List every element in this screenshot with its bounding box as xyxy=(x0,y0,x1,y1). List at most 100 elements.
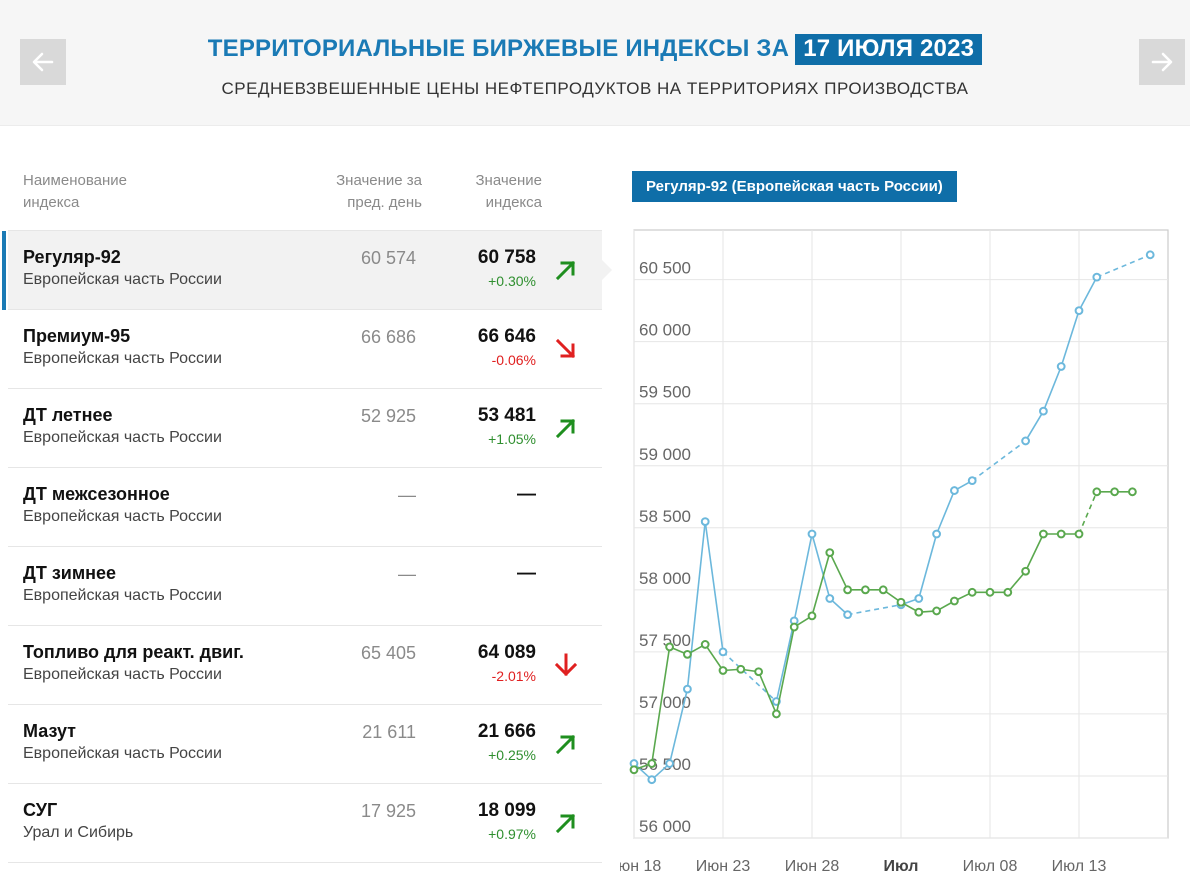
index-table: Наименование индекса Значение за пред. д… xyxy=(2,152,612,863)
series-0-segment xyxy=(668,688,689,764)
index-prev-value: 21 611 xyxy=(362,722,416,742)
x-tick-label: Июн 28 xyxy=(785,858,840,875)
page-title-text: ТЕРРИТОРИАЛЬНЫЕ БИРЖЕВЫЕ ИНДЕКСЫ ЗА xyxy=(207,35,790,62)
table-row[interactable]: Регуляр-92 Европейская часть России 60 574… xyxy=(2,231,612,310)
y-tick-label: 57 000 xyxy=(639,693,691,712)
series-1-segment xyxy=(811,552,831,617)
index-name: Регуляр-92 xyxy=(23,247,121,267)
y-tick-label: 59 000 xyxy=(639,445,691,464)
trend-down-slight-icon xyxy=(555,338,576,359)
series-0-point xyxy=(1145,250,1155,260)
series-1-point xyxy=(718,666,728,675)
series-1-point xyxy=(1056,529,1066,539)
table-row[interactable]: СУГ Урал и Сибирь 17 925 18 099 +0.97% xyxy=(8,784,602,863)
index-region: Урал и Сибирь xyxy=(23,824,134,841)
y-tick-label: 58 500 xyxy=(639,507,691,526)
series-1-point xyxy=(789,622,799,632)
index-change: +0.25% xyxy=(488,747,536,763)
series-0-segment xyxy=(918,533,938,599)
index-prev-value: 17 925 xyxy=(360,801,416,821)
series-1-point xyxy=(1021,566,1031,576)
trend-up-icon xyxy=(555,734,576,755)
series-0-segment xyxy=(1096,254,1151,278)
table-row[interactable]: Топливо для реакт. двиг. Европейская част… xyxy=(8,626,602,705)
series-1-segment xyxy=(651,646,671,764)
table-row[interactable]: ДТ летнее Европейская часть России 52 925 5… xyxy=(8,389,602,468)
column-header-current: Значение индекса xyxy=(475,172,542,211)
chart-title: Регуляр-92 (Европейская часть России) xyxy=(632,171,957,202)
table-body: Регуляр-92 Европейская часть России 60 574… xyxy=(2,231,612,863)
series-0-segment xyxy=(722,651,777,703)
y-tick-label: 57 500 xyxy=(639,631,691,650)
table-header: Наименование индекса Значение за пред. д… xyxy=(8,152,602,231)
trend-up-icon xyxy=(555,813,576,834)
page-subtitle: СРЕДНЕВЗВЕШЕННЫЕ ЦЕНЫ НЕФТЕПРОДУКТОВ НА … xyxy=(221,79,969,98)
table-row[interactable]: Премиум-95 Европейская часть России 66 686… xyxy=(8,310,602,389)
table-row[interactable]: ДТ зимнее Европейская часть России — — xyxy=(8,547,602,626)
series-1-point xyxy=(647,759,657,768)
series-0-point xyxy=(807,529,817,539)
series-0-point xyxy=(914,594,924,603)
series-1-segment xyxy=(775,626,795,715)
table-row[interactable]: Мазут Европейская часть России 21 611 21 66… xyxy=(8,705,602,784)
index-name: Премиум-95 xyxy=(23,326,131,346)
series-0-point xyxy=(665,759,674,768)
y-tick-label: 56 000 xyxy=(639,817,691,836)
series-0-segment xyxy=(811,533,831,599)
index-region: Европейская часть России xyxy=(23,666,222,683)
index-prev-value: 65 405 xyxy=(360,643,416,663)
series-1-segment xyxy=(704,643,724,671)
page-title: ТЕРРИТОРИАЛЬНЫЕ БИРЖЕВЫЕ ИНДЕКСЫ ЗА 17 ИЮ… xyxy=(0,34,1190,65)
x-tick-label: Июн 18 xyxy=(620,858,661,875)
index-region: Европейская часть России xyxy=(23,587,222,604)
index-current-value: 21 666 xyxy=(477,721,536,742)
series-1-point xyxy=(1110,487,1120,497)
series-1-point xyxy=(950,596,959,606)
series-0-point xyxy=(825,594,835,603)
series-0-point xyxy=(1056,362,1066,371)
index-change: +1.05% xyxy=(488,431,536,447)
series-1-point xyxy=(772,709,781,719)
series-0-point xyxy=(932,529,942,539)
column-header-prev: Значение за пред. день xyxy=(336,172,422,211)
series-0-segment xyxy=(775,620,795,702)
series-1-point xyxy=(629,765,639,775)
prev-date-button[interactable] xyxy=(20,39,66,85)
series-1-point xyxy=(896,597,906,607)
series-0-segment xyxy=(793,533,813,622)
series-0-point xyxy=(683,684,692,694)
series-1-segment xyxy=(757,671,778,715)
series-1-point xyxy=(665,642,674,652)
series-1-point xyxy=(1074,529,1084,539)
index-current-value: 60 758 xyxy=(477,247,536,268)
index-current-value: 18 099 xyxy=(477,800,536,821)
series-1-segment xyxy=(1007,570,1027,593)
index-current-value: 66 646 xyxy=(477,326,536,347)
series-0-point xyxy=(647,775,657,785)
series-1-point xyxy=(878,585,888,595)
series-0-point xyxy=(967,476,977,486)
series-0-segment xyxy=(971,440,1027,482)
series-0-segment xyxy=(1078,276,1098,312)
index-change: -0.06% xyxy=(491,352,536,368)
series-0-point xyxy=(843,610,853,620)
series-1-segment xyxy=(1078,491,1098,535)
series-0-point xyxy=(718,647,728,657)
table-row[interactable]: ДТ межсезонное Европейская часть России — — xyxy=(8,468,602,547)
series-1-point xyxy=(985,587,995,597)
series-1-point xyxy=(736,664,746,674)
date-badge: 17 ИЮЛЯ 2023 xyxy=(795,34,983,65)
series-1-point xyxy=(754,667,764,677)
series-1-point xyxy=(932,606,942,616)
series-1-point xyxy=(683,649,692,659)
series-1-point xyxy=(914,607,924,617)
index-current-value: — xyxy=(517,563,536,584)
series-0-point xyxy=(1039,406,1048,416)
index-change: +0.30% xyxy=(488,273,536,289)
arrow-left-icon xyxy=(32,52,54,72)
series-0-point xyxy=(950,486,959,495)
series-0-point xyxy=(700,517,710,526)
series-1-point xyxy=(1039,529,1048,539)
next-date-button[interactable] xyxy=(1139,39,1185,85)
